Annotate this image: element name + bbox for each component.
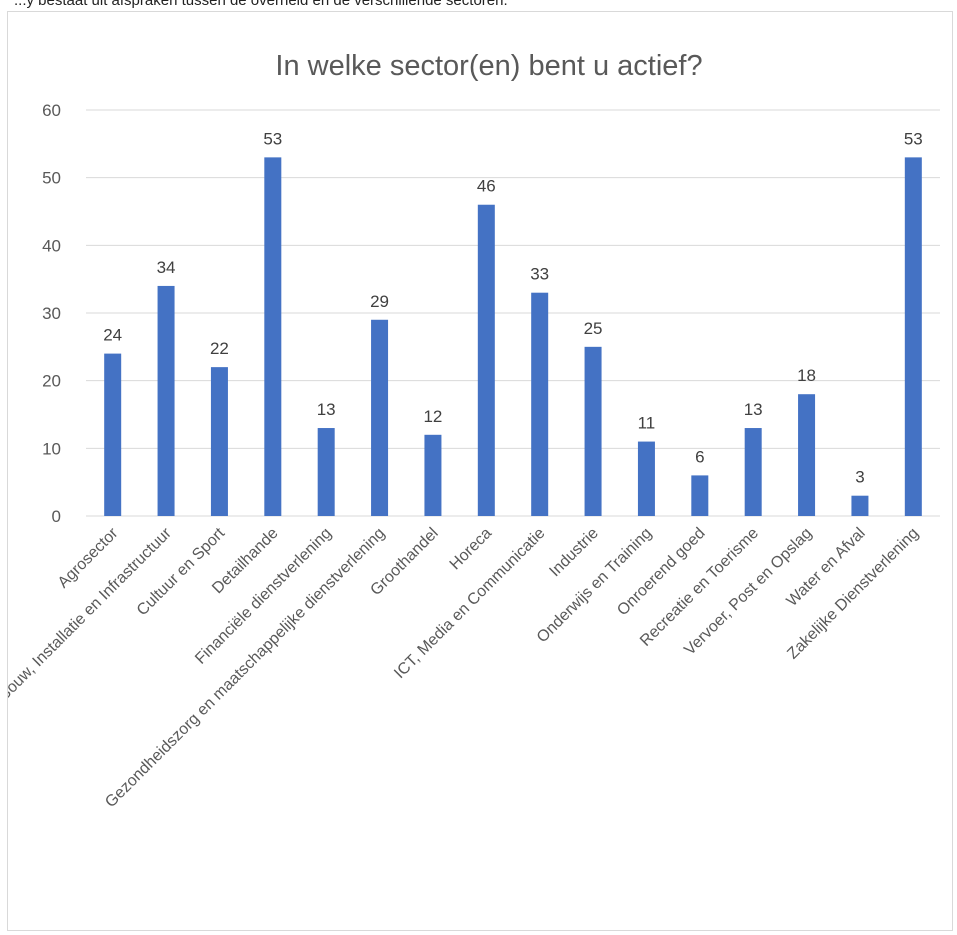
data-label: 53 — [904, 129, 923, 148]
bar — [424, 434, 442, 516]
y-tick-label: 0 — [52, 507, 61, 526]
bar — [477, 204, 495, 516]
data-label: 11 — [638, 414, 656, 433]
bar — [744, 428, 762, 516]
chart-title: In welke sector(en) bent u actief? — [275, 50, 702, 82]
data-label: 18 — [797, 366, 816, 385]
data-label: 24 — [103, 326, 122, 345]
data-label: 53 — [263, 129, 282, 148]
bar — [157, 285, 175, 516]
y-tick-label: 60 — [42, 101, 61, 120]
data-label: 25 — [584, 319, 603, 338]
bar — [317, 428, 335, 516]
chart-frame: In welke sector(en) bent u actief? 0 10 20… — [7, 11, 953, 931]
data-label: 12 — [423, 407, 442, 426]
data-label: 33 — [530, 265, 549, 284]
data-label: 22 — [210, 339, 229, 358]
bar — [904, 157, 922, 516]
data-label: 34 — [157, 258, 176, 277]
y-tick-label: 50 — [42, 169, 61, 188]
y-tick-label: 20 — [42, 372, 61, 391]
gridlines — [86, 109, 940, 517]
bar — [210, 367, 228, 516]
bar — [584, 346, 602, 516]
data-label: 46 — [477, 177, 496, 196]
bar-chart: In welke sector(en) bent u actief? 0 10 20… — [8, 50, 940, 811]
y-tick-label: 40 — [42, 236, 61, 255]
data-label: 13 — [317, 400, 336, 419]
y-tick-label: 10 — [42, 439, 61, 458]
bar — [637, 441, 655, 516]
bar — [691, 475, 709, 516]
bars — [104, 157, 922, 516]
category-label: Industrie — [546, 525, 601, 580]
bar — [371, 319, 389, 516]
y-tick-label: 30 — [42, 304, 61, 323]
data-label: 29 — [370, 292, 389, 311]
top-caption: ...y bestaat uit afspraken tussen de ove… — [14, 0, 508, 9]
bar — [798, 394, 816, 516]
category-label: Horeca — [447, 525, 496, 574]
data-labels: 24 34 22 53 13 29 12 46 33 25 11 6 13 18 3 53 — [103, 129, 923, 486]
y-axis-ticks: 0 10 20 30 40 50 60 — [42, 101, 61, 526]
bar — [104, 353, 122, 516]
bar — [851, 495, 869, 516]
data-label: 6 — [695, 447, 704, 466]
data-label: 3 — [855, 468, 864, 487]
data-label: 13 — [744, 400, 763, 419]
bar — [264, 157, 282, 516]
bar — [531, 292, 549, 516]
